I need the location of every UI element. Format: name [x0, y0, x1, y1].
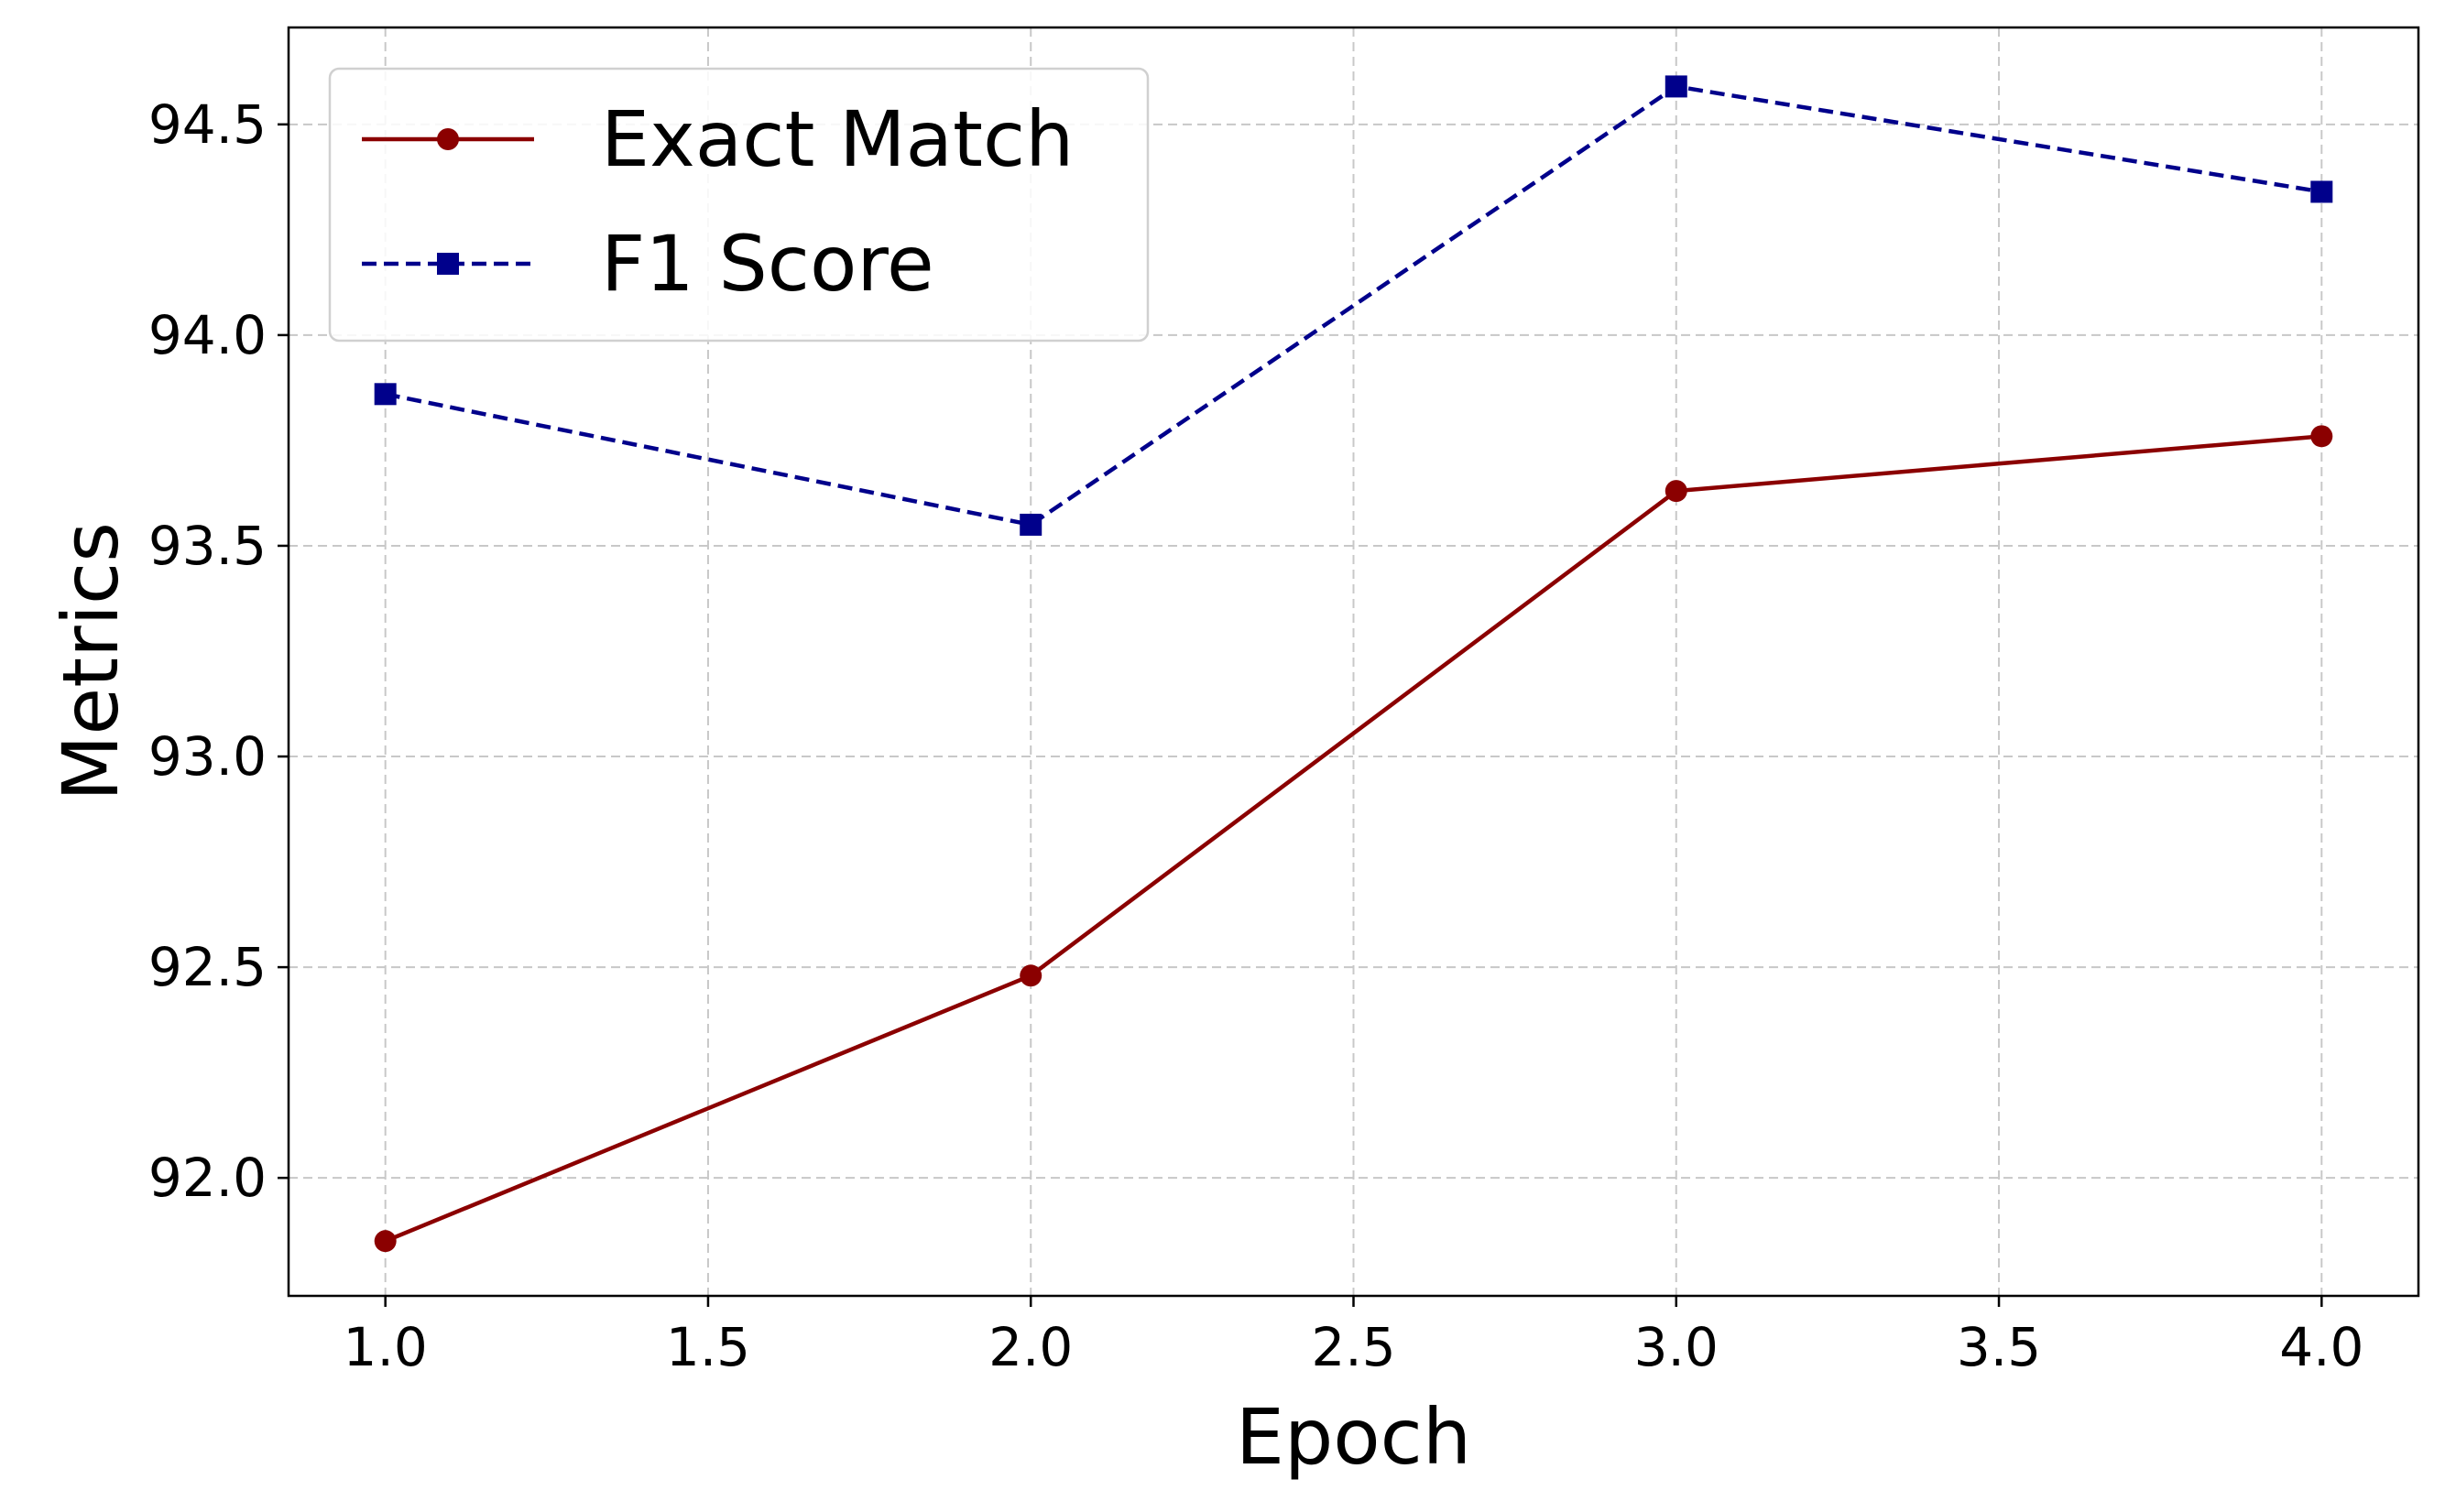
data-point-marker — [1020, 964, 1042, 987]
series-f1-score — [374, 75, 2333, 536]
x-tick-label: 3.5 — [1957, 1316, 2041, 1378]
data-point-marker — [2310, 425, 2333, 448]
legend-box — [328, 67, 1150, 343]
x-tick-label: 2.0 — [988, 1316, 1073, 1378]
data-point-marker — [437, 253, 459, 275]
data-point-marker — [2310, 180, 2333, 203]
y-tick-label: 92.5 — [148, 936, 267, 998]
series-line — [384, 434, 2322, 1244]
data-point-marker — [1665, 480, 1687, 503]
y-tick-label: 93.5 — [148, 515, 267, 577]
data-point-marker — [1665, 75, 1687, 98]
x-tick-label: 2.5 — [1311, 1316, 1395, 1378]
y-tick-label: 94.5 — [148, 93, 267, 156]
data-point-marker — [374, 383, 397, 406]
y-tick-label: 94.0 — [148, 304, 267, 366]
x-tick-label: 1.0 — [344, 1316, 428, 1378]
y-tick-label: 93.0 — [148, 725, 267, 788]
legend: Exact Match F1 Score — [328, 67, 1150, 343]
series-line — [385, 84, 2322, 528]
data-point-marker — [374, 1230, 397, 1253]
axis-ticks: 1.0 1.5 2.0 2.5 3.0 3.5 4.0 92.0 92.5 93.0 93.5 94.… — [148, 93, 2364, 1378]
legend-label: Exact Match — [601, 94, 1074, 184]
data-point-marker — [437, 128, 459, 150]
series-exact-match — [374, 425, 2333, 1253]
y-axis-label: Metrics — [46, 522, 136, 801]
x-axis-label: Epoch — [1236, 1392, 1471, 1482]
legend-label: F1 Score — [601, 219, 934, 309]
y-tick-label: 92.0 — [148, 1147, 267, 1209]
x-tick-label: 3.0 — [1634, 1316, 1719, 1378]
x-tick-label: 1.5 — [666, 1316, 750, 1378]
series-layer — [374, 75, 2333, 1253]
data-point-marker — [1020, 513, 1042, 536]
x-tick-label: 4.0 — [2279, 1316, 2363, 1378]
